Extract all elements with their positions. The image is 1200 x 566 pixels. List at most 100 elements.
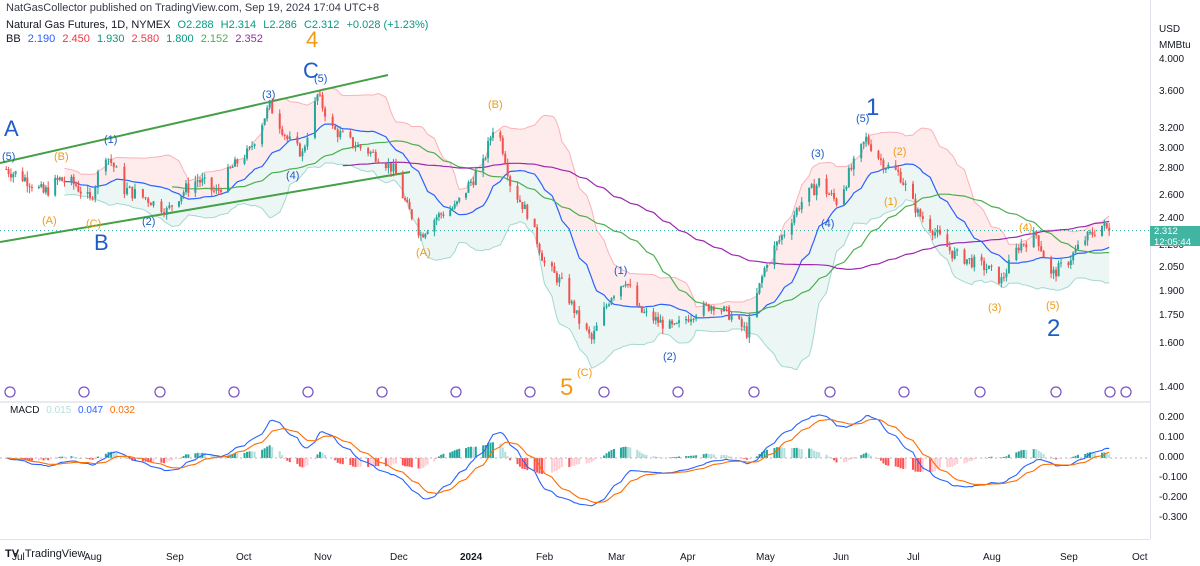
- candle-body: [745, 326, 748, 338]
- candle-body: [828, 194, 831, 196]
- macd-histogram-bar: [72, 456, 75, 458]
- candle-body: [946, 234, 949, 247]
- candle: [934, 227, 937, 239]
- tradingview-brand[interactable]: TV TradingView: [5, 548, 85, 560]
- candle: [588, 326, 591, 339]
- macd-line: [6, 414, 1110, 507]
- candle: [40, 181, 43, 189]
- candle: [196, 173, 199, 188]
- macd-histogram-bar: [28, 458, 31, 461]
- candle: [499, 130, 502, 142]
- candle: [491, 127, 494, 142]
- candle: [951, 250, 954, 262]
- candle-body: [590, 333, 593, 340]
- price-axis[interactable]: USD MMBtu 4.000 3.600 3.200 3.000 2.800 2.600…: [1150, 0, 1200, 402]
- bb-lower-fill: [64, 124, 1110, 370]
- macd-histogram-bar: [196, 452, 199, 458]
- time-tick-label: Dec: [390, 552, 408, 563]
- candle-body: [185, 183, 187, 193]
- candle: [921, 211, 924, 223]
- macd-signal-line: [6, 418, 1110, 503]
- candle: [263, 118, 266, 126]
- candle-body: [643, 311, 646, 313]
- time-tick-label: Sep: [1060, 552, 1078, 563]
- candle-body: [870, 144, 873, 151]
- event-circle: [1104, 386, 1116, 398]
- candle: [1055, 266, 1058, 282]
- candle: [234, 156, 236, 167]
- candle-body: [149, 202, 152, 206]
- candle-body: [56, 177, 59, 180]
- candle: [160, 198, 163, 215]
- candle-body: [426, 231, 429, 234]
- candle: [605, 303, 608, 310]
- candle-body: [141, 189, 144, 198]
- candle-body: [638, 305, 641, 307]
- candle-body: [884, 168, 887, 170]
- candle-body: [1042, 251, 1045, 258]
- candle-body: [951, 250, 954, 259]
- candle: [30, 184, 33, 192]
- candle-body: [835, 198, 838, 205]
- macd-histogram-bar: [349, 458, 352, 465]
- candle: [603, 302, 606, 327]
- macd-histogram-bar: [815, 451, 818, 458]
- macd-histogram-bar: [417, 458, 420, 469]
- candle-body: [610, 298, 613, 305]
- macd-legend[interactable]: MACD 0.015 0.047 0.032: [10, 405, 135, 416]
- macd-histogram-bar: [251, 451, 254, 458]
- candle-body: [58, 177, 61, 180]
- macd-histogram-bar: [687, 455, 690, 458]
- symbol-legend[interactable]: Natural Gas Futures, 1D, NYMEX O2.288 H2…: [6, 19, 432, 31]
- time-axis[interactable]: Jul Aug Sep Oct Nov Dec 2024 Feb Mar Apr May Jun Jul…: [0, 539, 1150, 566]
- macd-histogram-bar: [560, 458, 563, 467]
- candle: [685, 315, 687, 325]
- macd-histogram-bar: [40, 458, 43, 461]
- candle-body: [89, 192, 91, 198]
- macd-histogram-bar: [1015, 452, 1018, 458]
- candle-body: [830, 193, 833, 195]
- candle: [867, 133, 870, 146]
- candle-body: [1108, 227, 1111, 231]
- candle-body: [47, 187, 50, 196]
- candle: [367, 146, 370, 157]
- macd-histogram-bar: [743, 458, 746, 459]
- macd-histogram-bar: [705, 453, 708, 458]
- macd-histogram-bar: [761, 452, 763, 458]
- wave-label: B: [94, 230, 109, 255]
- candle-body: [1025, 244, 1028, 248]
- macd-histogram-bar: [778, 447, 781, 458]
- candle: [12, 171, 15, 183]
- macd-histogram-bar: [673, 457, 676, 458]
- candle: [673, 323, 676, 326]
- candle: [165, 206, 168, 220]
- candle-body: [1052, 269, 1055, 274]
- bb-legend[interactable]: BB 2.190 2.450 1.930 2.580 1.800 2.152 2…: [6, 33, 267, 45]
- event-icon: [898, 386, 910, 398]
- candle-body: [487, 140, 490, 159]
- candle-body: [321, 95, 324, 109]
- channel-upper-trendline: [0, 74, 389, 164]
- macd-histogram-bar: [271, 447, 274, 458]
- macd-histogram-bar: [879, 458, 882, 461]
- candle: [1025, 241, 1028, 252]
- candle-body: [921, 216, 924, 220]
- wave-label: (4): [821, 218, 834, 230]
- price-tick-label: 1.600: [1159, 338, 1185, 349]
- candle-body: [1086, 232, 1089, 241]
- price-chart[interactable]: A B C 4 (5) (B) (A) (C) (1) (2) (3) (4) (5) (A) (B) (C)…: [0, 0, 1150, 539]
- macd-histogram-bar: [622, 446, 625, 458]
- candle-body: [107, 158, 110, 160]
- macd-axis[interactable]: 0.200 0.100 0.000 -0.100 -0.200 -0.300: [1150, 402, 1200, 539]
- candle-body: [236, 159, 239, 164]
- macd-histogram-bar: [61, 456, 64, 458]
- wave-label: (B): [488, 99, 503, 111]
- candle-body: [902, 182, 905, 185]
- candle-body: [897, 169, 900, 172]
- event-circle: [672, 386, 684, 398]
- candle: [5, 166, 8, 170]
- candle: [887, 162, 890, 170]
- candle: [798, 205, 801, 212]
- macd-histogram-bar: [1091, 452, 1094, 458]
- candle-body: [1007, 260, 1010, 274]
